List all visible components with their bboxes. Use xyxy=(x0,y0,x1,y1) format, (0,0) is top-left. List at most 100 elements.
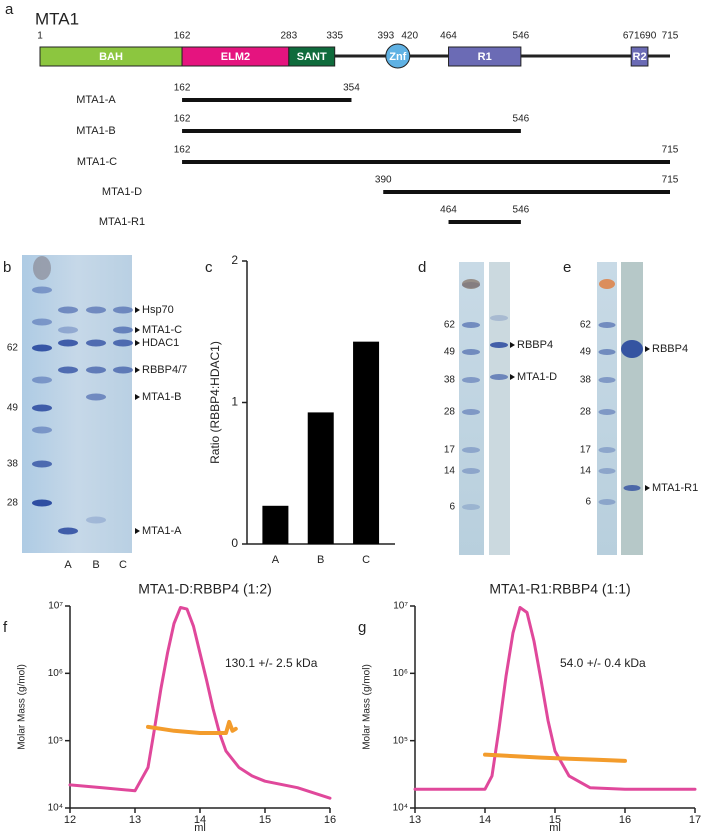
arrowhead xyxy=(645,485,650,491)
chart-title: MTA1-R1:RBBP4 (1:1) xyxy=(489,581,630,597)
gel-band xyxy=(32,460,52,468)
residue-label: 464 xyxy=(440,31,457,42)
arrowhead xyxy=(135,528,140,534)
y-tick-label: 1 xyxy=(231,395,238,409)
band-label: MTA1-B xyxy=(142,391,182,403)
marker-label: 62 xyxy=(7,343,19,354)
marker-label: 62 xyxy=(580,320,592,331)
x-tick-label: 16 xyxy=(619,814,631,826)
band-label: MTA1-A xyxy=(142,525,182,537)
band-label: RBBP4 xyxy=(517,339,553,351)
gel-band xyxy=(32,344,52,352)
annotation: 130.1 +/- 2.5 kDa xyxy=(225,656,318,670)
gel-band xyxy=(58,339,78,347)
construct-end: 546 xyxy=(513,205,530,216)
marker-label: 49 xyxy=(7,403,19,414)
y-axis-label: Molar Mass (g/mol) xyxy=(362,664,373,750)
gel-band xyxy=(598,409,616,415)
gel-band xyxy=(623,485,641,491)
gel-band xyxy=(113,306,133,314)
map-title: MTA1 xyxy=(35,9,79,28)
x-tick-label: 13 xyxy=(129,814,141,826)
gel-band xyxy=(58,306,78,314)
gel-band xyxy=(462,279,480,289)
construct-end: 546 xyxy=(513,114,530,125)
gel-image xyxy=(597,262,617,555)
gel-band xyxy=(462,409,480,415)
marker-label: 6 xyxy=(585,497,591,508)
gel-band xyxy=(490,374,508,380)
y-tick-label: 10⁵ xyxy=(48,735,63,746)
series-line xyxy=(146,719,238,735)
y-axis-label: Molar Mass (g/mol) xyxy=(17,664,28,750)
arrowhead xyxy=(135,340,140,346)
construct-name: MTA1-R1 xyxy=(99,216,145,228)
residue-label: 671 xyxy=(623,31,640,42)
x-tick-label: 15 xyxy=(259,814,271,826)
construct-end: 715 xyxy=(662,175,679,186)
gel-band xyxy=(598,377,616,383)
residue-label: 1 xyxy=(37,31,43,42)
marker-label: 49 xyxy=(444,347,456,358)
marker-label: 28 xyxy=(7,498,19,509)
bar xyxy=(262,505,289,544)
marker-label: 38 xyxy=(580,375,592,386)
construct-name: MTA1-A xyxy=(76,94,116,106)
x-tick-label: C xyxy=(362,554,370,566)
construct-start: 162 xyxy=(174,83,191,94)
gel-band xyxy=(598,322,616,328)
domain xyxy=(288,46,336,67)
residue-label: 690 xyxy=(640,31,657,42)
arrowhead xyxy=(645,346,650,352)
band-label: MTA1-D xyxy=(517,371,557,383)
gel-image xyxy=(621,262,643,555)
y-axis-label: Ratio (RBBP4:HDAC1) xyxy=(208,341,222,464)
residue-label: 283 xyxy=(280,31,297,42)
construct-end: 354 xyxy=(343,83,360,94)
gel-band xyxy=(113,366,133,374)
gel-band xyxy=(58,527,78,535)
domain-label: Znf xyxy=(389,51,406,63)
arrowhead xyxy=(135,307,140,313)
gel-band xyxy=(599,279,615,289)
construct-end: 715 xyxy=(662,145,679,156)
y-tick-label: 10⁶ xyxy=(48,668,63,679)
residue-label: 546 xyxy=(513,31,530,42)
gel-band xyxy=(86,339,106,347)
gel-band xyxy=(58,326,78,334)
gel-band xyxy=(462,377,480,383)
x-tick-label: 16 xyxy=(324,814,336,826)
bar xyxy=(353,341,380,544)
series-line xyxy=(68,606,332,800)
marker-label: 28 xyxy=(580,407,592,418)
construct-bar xyxy=(182,98,352,102)
construct-name: MTA1-B xyxy=(76,125,116,137)
domain-label: SANT xyxy=(297,51,327,63)
gel-band xyxy=(598,447,616,453)
panel-letter: f xyxy=(3,619,8,636)
panel-letter: b xyxy=(3,259,11,276)
gel-band xyxy=(32,286,52,294)
panel-letter: e xyxy=(563,259,571,276)
y-tick-label: 10⁴ xyxy=(393,803,408,814)
gel-band xyxy=(113,326,133,334)
panel-letter: g xyxy=(358,619,366,636)
band-label: MTA1-C xyxy=(142,324,182,336)
panel-letter: c xyxy=(205,259,213,276)
gel-band xyxy=(462,349,480,355)
x-tick-label: 12 xyxy=(64,814,76,826)
x-tick-label: 14 xyxy=(479,814,491,826)
x-tick-label: 15 xyxy=(549,814,561,826)
domain xyxy=(448,46,522,67)
construct-start: 162 xyxy=(174,145,191,156)
construct-name: MTA1-D xyxy=(102,186,142,198)
construct-bar xyxy=(182,129,521,133)
band-label: MTA1-R1 xyxy=(652,482,698,494)
y-tick-label: 0 xyxy=(231,536,238,550)
y-tick-label: 10⁷ xyxy=(48,601,63,612)
x-tick-label: B xyxy=(317,554,324,566)
gel-image xyxy=(459,262,484,555)
marker-label: 49 xyxy=(580,347,592,358)
